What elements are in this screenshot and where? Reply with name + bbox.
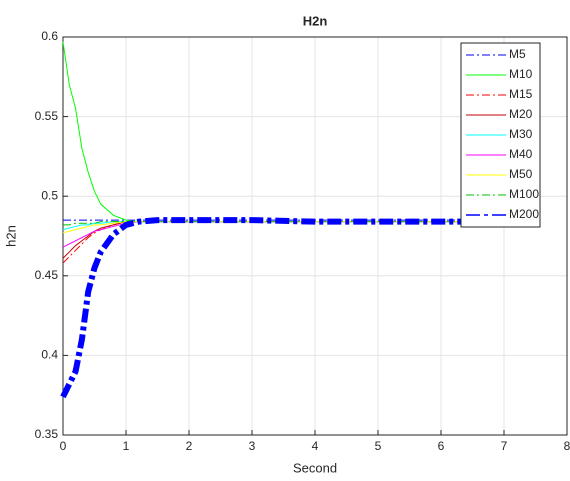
x-tick-label: 0 [60, 439, 67, 453]
legend-label: M100 [509, 187, 539, 201]
x-tick-label: 2 [186, 439, 193, 453]
x-tick-label: 5 [375, 439, 382, 453]
y-tick-label: 0.6 [41, 29, 58, 43]
y-tick-label: 0.4 [41, 348, 58, 362]
y-tick-label: 0.35 [35, 427, 59, 441]
x-axis-label: Second [293, 460, 337, 475]
y-tick-label: 0.45 [35, 268, 59, 282]
legend-label: M5 [509, 47, 526, 61]
y-tick-label: 0.55 [35, 109, 59, 123]
x-tick-label: 6 [438, 439, 445, 453]
y-tick-label: 0.5 [41, 188, 58, 202]
chart-title: H2n [303, 13, 328, 28]
series-line [60, 217, 536, 399]
x-tick-label: 8 [564, 439, 570, 453]
axes-box [62, 36, 568, 436]
legend-label: M200 [509, 207, 539, 221]
x-tick-label: 1 [123, 439, 130, 453]
legend-label: M50 [509, 167, 533, 181]
legend-label: M20 [509, 107, 533, 121]
legend-label: M10 [509, 67, 533, 81]
x-tick-label: 7 [501, 439, 508, 453]
x-tick-label: 3 [249, 439, 256, 453]
y-axis-label: h2n [3, 225, 18, 247]
legend-label: M40 [509, 147, 533, 161]
x-tick-label: 4 [312, 439, 319, 453]
legend-label: M15 [509, 87, 533, 101]
legend-label: M30 [509, 127, 533, 141]
